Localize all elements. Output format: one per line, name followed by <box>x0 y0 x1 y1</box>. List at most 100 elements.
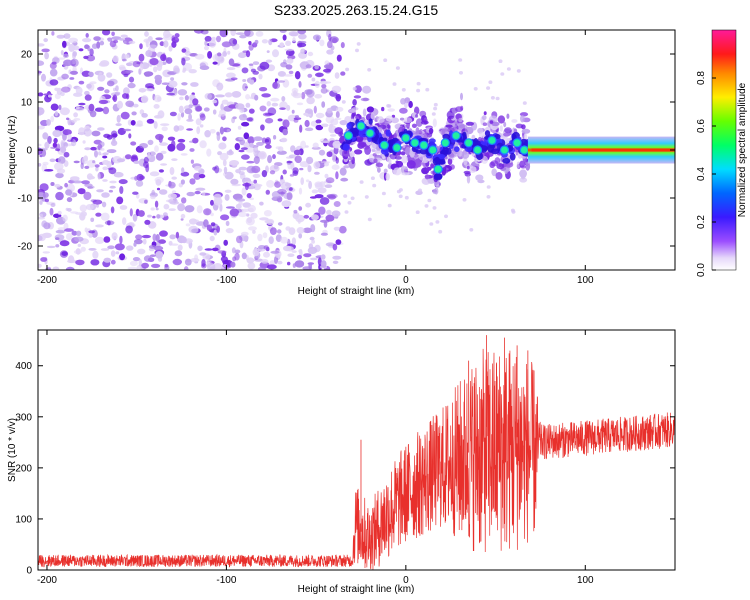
noise-speckle <box>94 150 98 158</box>
noise-speckle <box>230 30 237 36</box>
signal-speckle <box>460 92 463 101</box>
noise-speckle <box>272 154 276 160</box>
noise-speckle <box>134 123 144 127</box>
signal-speckle <box>520 115 525 123</box>
noise-speckle <box>280 181 291 190</box>
noise-speckle <box>246 160 255 164</box>
noise-speckle <box>61 251 68 256</box>
noise-speckle <box>335 171 339 180</box>
signal-speckle <box>422 159 429 164</box>
noise-speckle <box>259 61 270 70</box>
noise-speckle <box>300 177 305 186</box>
noise-speckle <box>44 198 50 203</box>
noise-speckle <box>38 125 45 130</box>
noise-speckle <box>118 38 126 41</box>
noise-speckle <box>159 230 168 237</box>
noise-speckle <box>235 203 242 209</box>
signal-speckle <box>370 112 375 120</box>
noise-speckle <box>314 171 320 175</box>
noise-speckle <box>160 54 167 62</box>
noise-speckle <box>106 80 115 87</box>
noise-speckle <box>44 169 54 172</box>
noise-speckle <box>222 51 228 57</box>
noise-speckle <box>220 103 224 111</box>
noise-speckle <box>114 243 125 251</box>
signal-speckle <box>343 153 350 157</box>
noise-speckle <box>217 52 222 57</box>
noise-speckle <box>171 158 178 162</box>
noise-speckle <box>191 228 199 234</box>
noise-speckle <box>255 183 259 186</box>
signal-speckle <box>482 115 487 121</box>
signal-speckle <box>389 153 397 160</box>
noise-speckle <box>323 64 331 69</box>
noise-speckle <box>257 233 263 242</box>
noise-speckle <box>160 123 170 126</box>
noise-speckle <box>44 141 50 149</box>
noise-speckle <box>277 188 287 195</box>
noise-speckle <box>288 31 299 37</box>
noise-speckle <box>312 142 319 149</box>
noise-speckle <box>298 187 303 195</box>
noise-speckle <box>258 151 267 160</box>
noise-speckle <box>261 93 271 98</box>
noise-speckle <box>214 165 220 174</box>
noise-speckle <box>195 118 202 126</box>
noise-speckle <box>307 51 314 57</box>
noise-speckle <box>63 228 74 232</box>
noise-speckle <box>54 111 59 117</box>
noise-speckle <box>126 62 133 67</box>
noise-speckle <box>84 147 91 151</box>
signal-speckle <box>399 107 408 114</box>
noise-speckle <box>83 55 89 60</box>
signal-peak-blob <box>401 133 411 143</box>
noise-speckle <box>122 93 129 99</box>
noise-speckle <box>271 81 281 89</box>
noise-speckle <box>72 51 78 57</box>
noise-speckle <box>123 73 129 78</box>
noise-speckle <box>186 118 194 122</box>
x-tick-label: 0 <box>403 275 409 286</box>
noise-speckle <box>38 92 44 97</box>
signal-speckle <box>398 194 403 199</box>
noise-speckle <box>241 252 247 260</box>
noise-speckle <box>130 155 139 163</box>
noise-speckle <box>39 183 49 192</box>
noise-speckle <box>333 226 341 231</box>
noise-speckle <box>89 81 97 85</box>
noise-speckle <box>192 137 199 144</box>
noise-speckle <box>171 190 177 194</box>
noise-speckle <box>204 40 208 46</box>
noise-speckle <box>266 50 270 53</box>
signal-speckle <box>415 127 420 136</box>
noise-speckle <box>130 141 137 146</box>
noise-speckle <box>159 142 169 146</box>
signal-speckle <box>416 81 421 86</box>
signal-speckle <box>364 146 371 155</box>
noise-speckle <box>144 199 148 204</box>
noise-speckle <box>245 94 251 100</box>
noise-speckle <box>327 195 337 200</box>
signal-speckle <box>426 166 432 171</box>
noise-speckle <box>257 266 266 270</box>
noise-speckle <box>99 40 105 46</box>
noise-speckle <box>177 244 183 251</box>
signal-peak-blob <box>365 128 375 138</box>
noise-speckle <box>280 236 289 244</box>
noise-speckle <box>184 205 195 213</box>
noise-speckle <box>123 128 132 132</box>
y-tick-label: 0 <box>26 566 32 577</box>
noise-speckle <box>75 248 81 255</box>
noise-speckle <box>232 116 237 120</box>
signal-speckle <box>522 101 527 105</box>
noise-speckle <box>95 204 99 208</box>
signal-speckle <box>393 132 397 140</box>
noise-speckle <box>85 33 89 38</box>
noise-speckle <box>238 52 247 59</box>
noise-speckle <box>141 113 148 118</box>
signal-speckle <box>427 198 432 203</box>
signal-core <box>494 134 501 139</box>
signal-speckle <box>401 172 410 176</box>
noise-speckle <box>194 254 199 261</box>
noise-speckle <box>260 124 265 131</box>
